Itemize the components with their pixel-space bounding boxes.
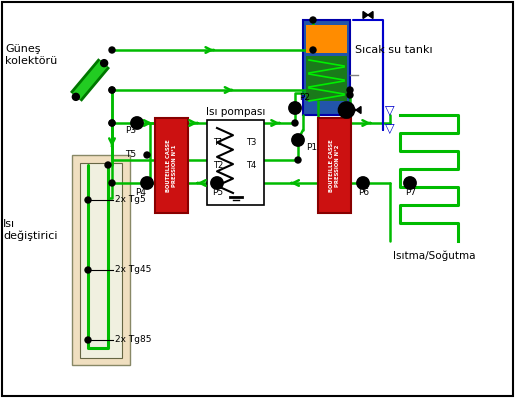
Text: T1: T1	[213, 138, 223, 147]
Circle shape	[131, 117, 143, 129]
Text: P2: P2	[299, 93, 310, 102]
Circle shape	[404, 177, 416, 189]
Bar	[207, 120, 264, 205]
Circle shape	[105, 162, 111, 168]
Bar	[318, 118, 351, 213]
Circle shape	[357, 177, 369, 189]
Circle shape	[295, 157, 301, 163]
Bar	[155, 118, 188, 213]
Circle shape	[141, 177, 153, 189]
Text: P7: P7	[405, 188, 416, 197]
Bar	[80, 163, 122, 358]
Text: T5: T5	[125, 150, 136, 159]
Circle shape	[347, 87, 353, 93]
Text: T3: T3	[246, 138, 256, 147]
Circle shape	[289, 102, 301, 114]
Circle shape	[109, 87, 115, 93]
Bar	[306, 25, 347, 53]
Text: 2x Tg45: 2x Tg45	[115, 265, 151, 275]
Text: ▽: ▽	[385, 121, 394, 135]
Text: P6: P6	[358, 188, 369, 197]
Text: T2: T2	[213, 161, 223, 170]
Circle shape	[338, 102, 354, 118]
Text: T4: T4	[246, 161, 256, 170]
Polygon shape	[351, 107, 361, 113]
Circle shape	[292, 120, 298, 126]
Circle shape	[73, 94, 79, 100]
Polygon shape	[363, 12, 373, 18]
Circle shape	[292, 134, 304, 146]
Circle shape	[109, 180, 115, 186]
Text: BOUTEILLE CASSE
PRESSION N°2: BOUTEILLE CASSE PRESSION N°2	[329, 139, 340, 192]
Text: P4: P4	[135, 188, 146, 197]
Text: M: M	[342, 105, 351, 115]
Text: P1: P1	[306, 143, 317, 152]
Circle shape	[109, 120, 115, 126]
Circle shape	[211, 177, 223, 189]
Circle shape	[85, 337, 91, 343]
Circle shape	[100, 60, 108, 66]
Text: Sıcak su tankı: Sıcak su tankı	[355, 45, 433, 55]
Circle shape	[109, 120, 115, 126]
Bar	[303, 20, 350, 115]
Text: Isı pompası: Isı pompası	[206, 107, 265, 117]
Circle shape	[310, 47, 316, 53]
Circle shape	[109, 87, 115, 93]
Circle shape	[85, 267, 91, 273]
Text: Isı
değiştirici: Isı değiştirici	[3, 219, 58, 241]
Circle shape	[109, 47, 115, 53]
Circle shape	[347, 92, 353, 98]
Text: 2x Tg5: 2x Tg5	[115, 195, 146, 205]
Bar	[72, 155, 130, 365]
Text: BOUTEILLE CASSE
PRESSION N°1: BOUTEILLE CASSE PRESSION N°1	[166, 139, 177, 192]
Text: Isıtma/Soğutma: Isıtma/Soğutma	[393, 251, 475, 261]
Circle shape	[310, 17, 316, 23]
Text: P5: P5	[212, 188, 223, 197]
Text: P3: P3	[125, 126, 136, 135]
Text: Güneş
kolektörü: Güneş kolektörü	[5, 44, 57, 66]
Text: 2x Tg85: 2x Tg85	[115, 336, 151, 345]
Circle shape	[144, 152, 150, 158]
Bar	[306, 56, 347, 101]
Text: ▽: ▽	[385, 103, 394, 117]
Circle shape	[85, 197, 91, 203]
